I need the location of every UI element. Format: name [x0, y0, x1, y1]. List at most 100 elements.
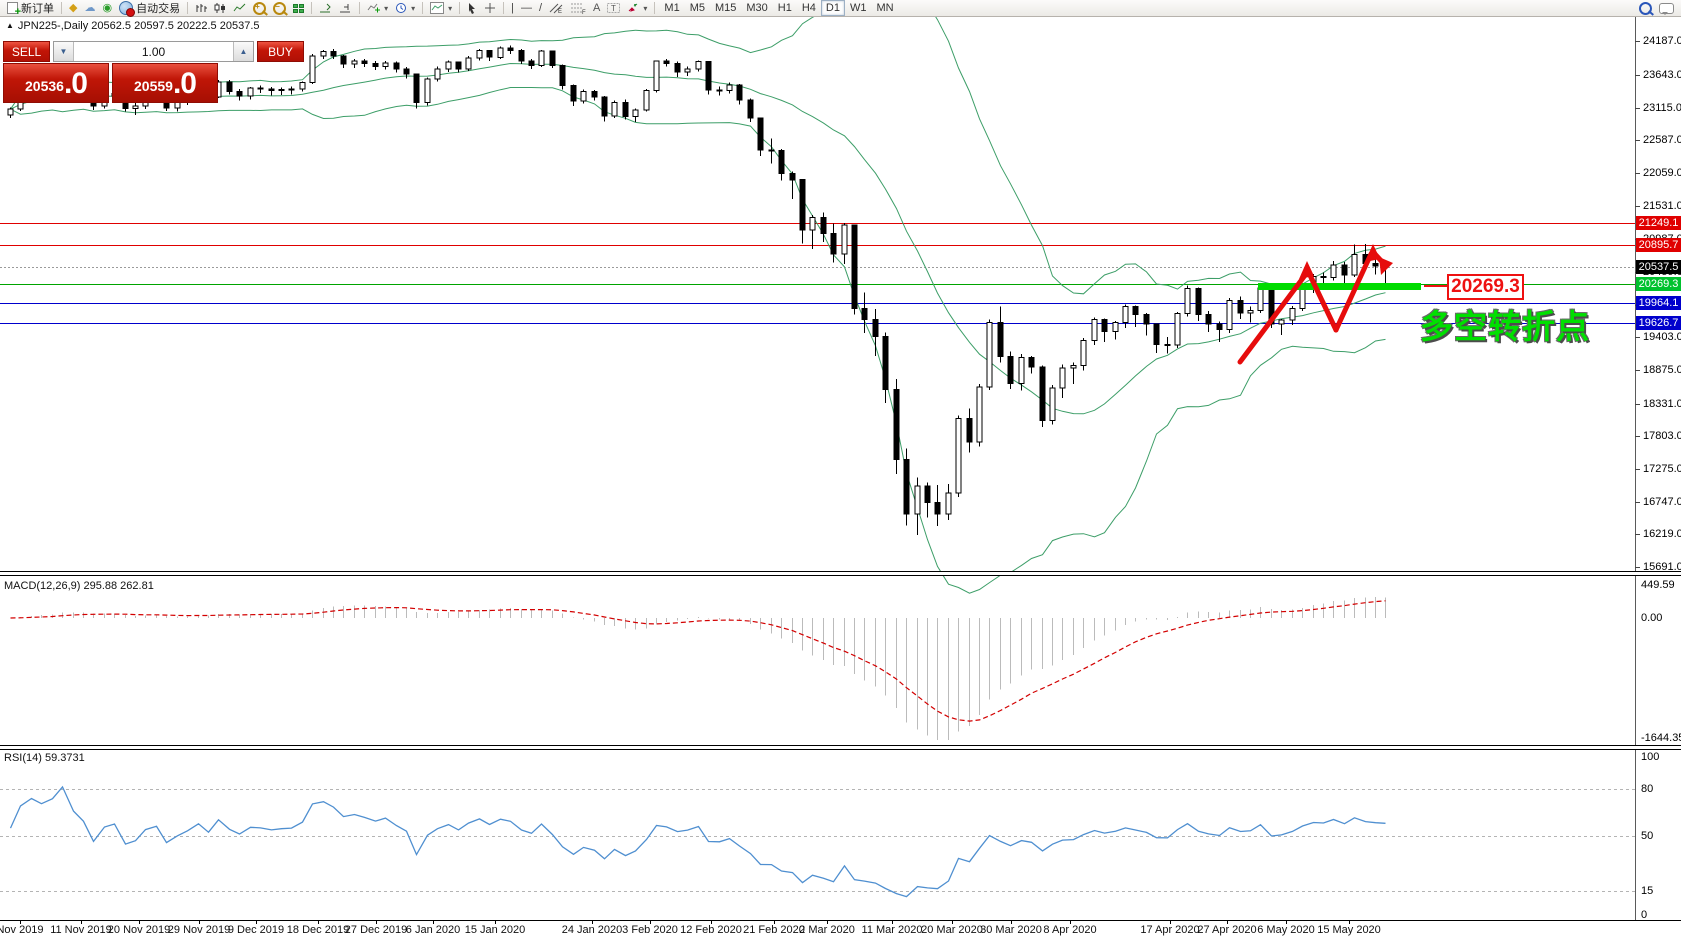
toolbar-separator	[503, 2, 505, 14]
timeframe-H1[interactable]: H1	[777, 2, 792, 14]
date-tick-label: 11 Mar 2020	[861, 924, 923, 936]
arrows-icon[interactable]: ▾	[624, 1, 650, 16]
price-tick-mark	[1635, 173, 1640, 174]
rsi-axis-label: 50	[1641, 830, 1654, 842]
toolbar-separator	[311, 2, 313, 14]
trade-panel: SELL ▼ ▲ BUY 20536.0 20559.0	[3, 41, 304, 103]
bar-chart-icon[interactable]	[192, 1, 210, 16]
price-tick-label: 19403.0	[1643, 331, 1681, 343]
templates-icon[interactable]: ▾	[427, 1, 455, 16]
price-callout-connector	[1424, 285, 1447, 287]
text-icon[interactable]: A	[593, 1, 601, 14]
timeframe-M30[interactable]: M30	[746, 2, 768, 14]
date-tick-label: 29 Nov 2019	[167, 924, 231, 936]
macd-pane-separator[interactable]	[0, 571, 1681, 576]
signals-icon[interactable]: ◉	[102, 1, 113, 14]
tile-windows-icon[interactable]	[290, 1, 307, 16]
date-tick-mark	[1011, 920, 1012, 924]
timeframe-D1[interactable]: D1	[820, 0, 845, 16]
zoom-out-icon[interactable]: −	[270, 1, 289, 16]
macd-axis-label: -1644.35	[1641, 732, 1681, 744]
profiles-icon[interactable]: ☁	[84, 1, 96, 14]
indicators-icon[interactable]: ▾	[364, 1, 391, 16]
price-tick-label: 23643.0	[1643, 69, 1681, 81]
bollinger-lower-band	[10, 87, 1386, 594]
autotrading-button[interactable]: 自动交易	[116, 1, 183, 17]
price-tick-mark	[1635, 206, 1640, 207]
cursor-icon[interactable]	[464, 1, 480, 16]
autotrading-icon	[119, 1, 136, 17]
search-icon[interactable]	[1636, 1, 1655, 16]
toolbar-separator	[359, 2, 361, 14]
chart-shift-icon[interactable]	[336, 1, 355, 16]
price-tick-mark	[1635, 75, 1640, 76]
rsi-pane-separator[interactable]	[0, 745, 1681, 750]
support-highlight-bar[interactable]	[1258, 283, 1421, 290]
crosshair-icon[interactable]	[481, 1, 499, 16]
rsi-line	[9, 785, 1386, 898]
line-chart-icon[interactable]	[230, 1, 249, 16]
price-tick-label: 18875.0	[1643, 364, 1681, 376]
timeframe-M1[interactable]: M1	[664, 2, 680, 14]
candlestick-chart-icon[interactable]	[211, 1, 229, 16]
text-label-icon[interactable]: T	[604, 1, 623, 16]
buy-button[interactable]: BUY	[257, 41, 304, 62]
price-tick-mark	[1635, 140, 1640, 141]
price-tick-mark	[1635, 404, 1640, 405]
auto-scroll-icon[interactable]	[316, 1, 335, 16]
sell-price-box[interactable]: 20536.0	[3, 63, 109, 103]
bollinger-upper-band	[10, 0, 1386, 295]
new-order-button[interactable]: + 新订单	[4, 1, 57, 18]
toolbar: + 新订单 ◆ ☁ ◉ 自动交易 + − ▾ ▾ ▾ | — / E F A T…	[0, 0, 1681, 18]
horizontal-line-icon[interactable]: —	[520, 1, 532, 14]
volume-decrease-icon[interactable]: ▼	[54, 42, 74, 61]
date-tick-label: 17 Apr 2020	[1140, 924, 1200, 936]
sell-price-main: 20536	[25, 78, 64, 94]
volume-input[interactable]	[74, 42, 233, 61]
turning-point-text[interactable]: 多空转折点	[1420, 308, 1590, 345]
price-callout-box[interactable]: 20269.3	[1447, 274, 1524, 300]
timeframe-W1[interactable]: W1	[849, 2, 867, 14]
price-badge-19964.1: 19964.1	[1636, 296, 1681, 310]
macd-axis-label: 0.00	[1641, 612, 1663, 624]
timeframe-M5[interactable]: M5	[689, 2, 705, 14]
date-tick-mark	[774, 920, 775, 924]
date-tick-label: 20 Nov 2019	[107, 924, 171, 936]
trendline-icon[interactable]: /	[538, 1, 543, 14]
timeframe-M15[interactable]: M15	[714, 2, 737, 14]
candlestick-series	[7, 45, 1389, 535]
vertical-line-icon[interactable]: |	[511, 1, 514, 14]
bollinger-middle-band	[10, 62, 1386, 415]
price-tick-mark	[1635, 108, 1640, 109]
rsi-axis-label: 80	[1641, 783, 1654, 795]
date-tick-label: 18 Dec 2019	[286, 924, 350, 936]
chat-icon[interactable]	[1656, 1, 1677, 16]
new-order-icon: +	[7, 2, 21, 18]
rsi-axis-label: 15	[1641, 885, 1654, 897]
buy-price-box[interactable]: 20559.0	[112, 63, 218, 103]
toolbar-separator	[654, 2, 656, 14]
date-tick-label: 9 Dec 2019	[227, 924, 285, 936]
date-tick-label: 24 Jan 2020	[561, 924, 623, 936]
price-tick-mark	[1635, 41, 1640, 42]
date-tick-mark	[199, 920, 200, 924]
date-tick-label: 30 Mar 2020	[980, 924, 1042, 936]
rsi-axis-label: 0	[1641, 909, 1648, 921]
timeframe-MN[interactable]: MN	[876, 2, 894, 14]
macd-signal-line	[10, 600, 1386, 722]
equidistant-channel-icon[interactable]: E	[546, 1, 566, 16]
volume-increase-icon[interactable]: ▲	[233, 42, 253, 61]
symbol-ohlc-text: JPN225-,Daily 20562.5 20597.5 20222.5 20…	[17, 20, 260, 32]
fibonacci-icon[interactable]: F	[567, 1, 589, 16]
zoom-in-icon[interactable]: +	[250, 1, 269, 16]
market-watch-icon[interactable]: ◆	[69, 1, 78, 14]
price-tick-mark	[1635, 534, 1640, 535]
sell-button[interactable]: SELL	[3, 41, 50, 62]
symbol-marker-icon: ▲	[6, 21, 14, 30]
trend-zigzag-annotation[interactable]	[1237, 244, 1393, 365]
periods-icon[interactable]: ▾	[392, 1, 418, 16]
date-tick-label: 27 Apr 2020	[1197, 924, 1257, 936]
timeframe-H4[interactable]: H4	[801, 2, 816, 14]
volume-control: ▼ ▲	[53, 41, 254, 62]
